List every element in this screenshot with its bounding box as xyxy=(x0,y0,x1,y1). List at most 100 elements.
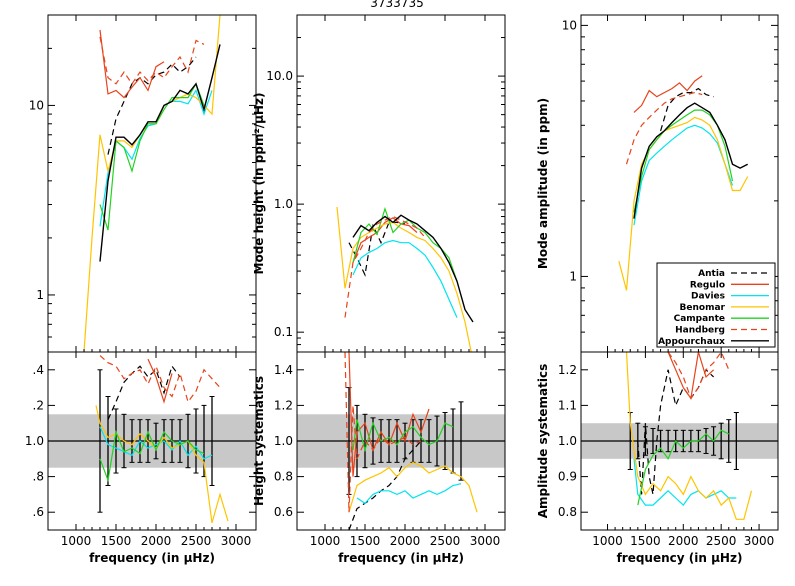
x-tick-label: 2500 xyxy=(706,534,737,548)
series-davies xyxy=(633,458,737,507)
series-regulo xyxy=(633,75,703,113)
series-antia xyxy=(660,87,714,132)
y-tick-label: 1.2 xyxy=(558,363,577,377)
series-handberg xyxy=(667,352,730,400)
series-davies xyxy=(633,124,734,226)
series-appourchaux xyxy=(99,44,221,262)
series-regulo xyxy=(352,217,418,263)
y-tick-label: 0.6 xyxy=(274,505,293,519)
y-tick-label: .6 xyxy=(33,505,44,519)
plot-area xyxy=(618,75,749,291)
series-antia xyxy=(107,364,181,420)
series-benomar xyxy=(625,352,753,520)
series-campante xyxy=(637,429,730,506)
plot-area xyxy=(336,206,474,352)
x-tick-label: 3000 xyxy=(221,534,252,548)
x-axis-label: frequency (in μHz) xyxy=(338,551,464,565)
x-tick-label: 1500 xyxy=(630,534,661,548)
y-tick-label: 0.8 xyxy=(274,470,293,484)
series-davies xyxy=(99,88,213,227)
y-tick-label: 1.0 xyxy=(274,434,293,448)
legend-label: Antia xyxy=(698,269,725,279)
legend-label: Davies xyxy=(691,292,725,302)
y-tick-label: .4 xyxy=(33,363,44,377)
y-axis-label: Height systematics xyxy=(252,376,266,506)
x-tick-label: 2500 xyxy=(430,534,461,548)
chart-title: 3733735 xyxy=(370,0,423,10)
panel-top-left: 1 10 xyxy=(29,14,257,353)
series-campante xyxy=(352,419,454,453)
x-tick-label: 1500 xyxy=(350,534,381,548)
plot-area xyxy=(297,352,505,530)
x-tick-label: 2000 xyxy=(141,534,172,548)
y-axis-label: Amplitude systematics xyxy=(536,364,550,518)
series-campante xyxy=(99,429,205,483)
x-tick-label: 2000 xyxy=(390,534,421,548)
panel-bottom-right: 1000 1500 2000 2500 3000 0.8 0.9 1.0 1.1 1.2 frequ… xyxy=(536,351,779,565)
x-axis-label: frequency (in μHz) xyxy=(89,551,215,565)
series-campante xyxy=(352,206,458,282)
y-tick-label: 1 xyxy=(569,269,577,283)
y-tick-label: 1 xyxy=(36,288,44,302)
series-handberg xyxy=(344,215,426,318)
plot-area xyxy=(581,352,778,520)
legend-label: Campante xyxy=(674,314,725,324)
series-antia xyxy=(107,56,197,155)
axes-frame xyxy=(296,14,506,353)
series-appourchaux xyxy=(633,102,749,219)
legend-label: Appourchaux xyxy=(658,337,725,347)
y-tick-label: 1.1 xyxy=(558,398,577,412)
series-davies xyxy=(352,239,458,318)
legend-box xyxy=(656,262,776,348)
legend-label: Benomar xyxy=(680,303,726,313)
panel-bottom-middle: 1000 1500 2000 2500 3000 0.6 0.8 1.0 1.2 1.4 frequ… xyxy=(252,351,506,565)
x-tick-label: 2500 xyxy=(181,534,212,548)
y-tick-label: 0.9 xyxy=(558,470,577,484)
y-axis-label: Mode amplitude (in ppm) xyxy=(536,98,550,269)
y-axis-label: Mode height (in ppm²/μHz) xyxy=(252,93,266,275)
series-handberg xyxy=(99,355,221,404)
series-appourchaux xyxy=(352,214,474,323)
series-benomar xyxy=(618,116,749,291)
plot-area xyxy=(83,15,221,352)
axes-frame xyxy=(47,14,257,353)
y-tick-label: 10 xyxy=(29,98,44,112)
x-tick-label: 3000 xyxy=(744,534,775,548)
y-tick-label: .2 xyxy=(33,398,44,412)
x-tick-label: 1000 xyxy=(61,534,92,548)
series-regulo xyxy=(99,29,165,99)
y-tick-label: 0.1 xyxy=(274,325,293,339)
series-davies xyxy=(356,483,462,505)
series-handberg xyxy=(99,36,205,85)
x-tick-label: 2000 xyxy=(668,534,699,548)
series-benomar xyxy=(348,461,478,513)
y-tick-label: 0.8 xyxy=(558,505,577,519)
y-tick-label: 1.0 xyxy=(274,197,293,211)
y-tick-label: 1.2 xyxy=(274,398,293,412)
series-campante xyxy=(99,82,205,231)
legend-label: Regulo xyxy=(690,280,725,290)
x-axis-label: frequency (in μHz) xyxy=(617,551,743,565)
series-regulo xyxy=(348,352,430,477)
series-handberg xyxy=(625,91,703,165)
plot-area xyxy=(48,355,256,524)
x-tick-label: 1000 xyxy=(310,534,341,548)
series-regulo xyxy=(667,352,715,400)
x-tick-label: 1500 xyxy=(101,534,132,548)
panel-bottom-left: 1000 1500 2000 2500 3000 .6 .8 1.0 .2 .4 frequency… xyxy=(25,351,257,565)
x-tick-label: 3000 xyxy=(470,534,501,548)
y-tick-label: 1.0 xyxy=(558,434,577,448)
y-tick-label: .8 xyxy=(33,470,44,484)
y-tick-label: 10 xyxy=(562,18,577,32)
series-benomar xyxy=(95,405,229,524)
series-regulo xyxy=(147,358,173,404)
legend-label: Handberg xyxy=(675,326,725,336)
y-tick-label: 1.0 xyxy=(25,434,44,448)
x-tick-label: 1000 xyxy=(592,534,623,548)
y-tick-label: 10.0 xyxy=(266,69,293,83)
